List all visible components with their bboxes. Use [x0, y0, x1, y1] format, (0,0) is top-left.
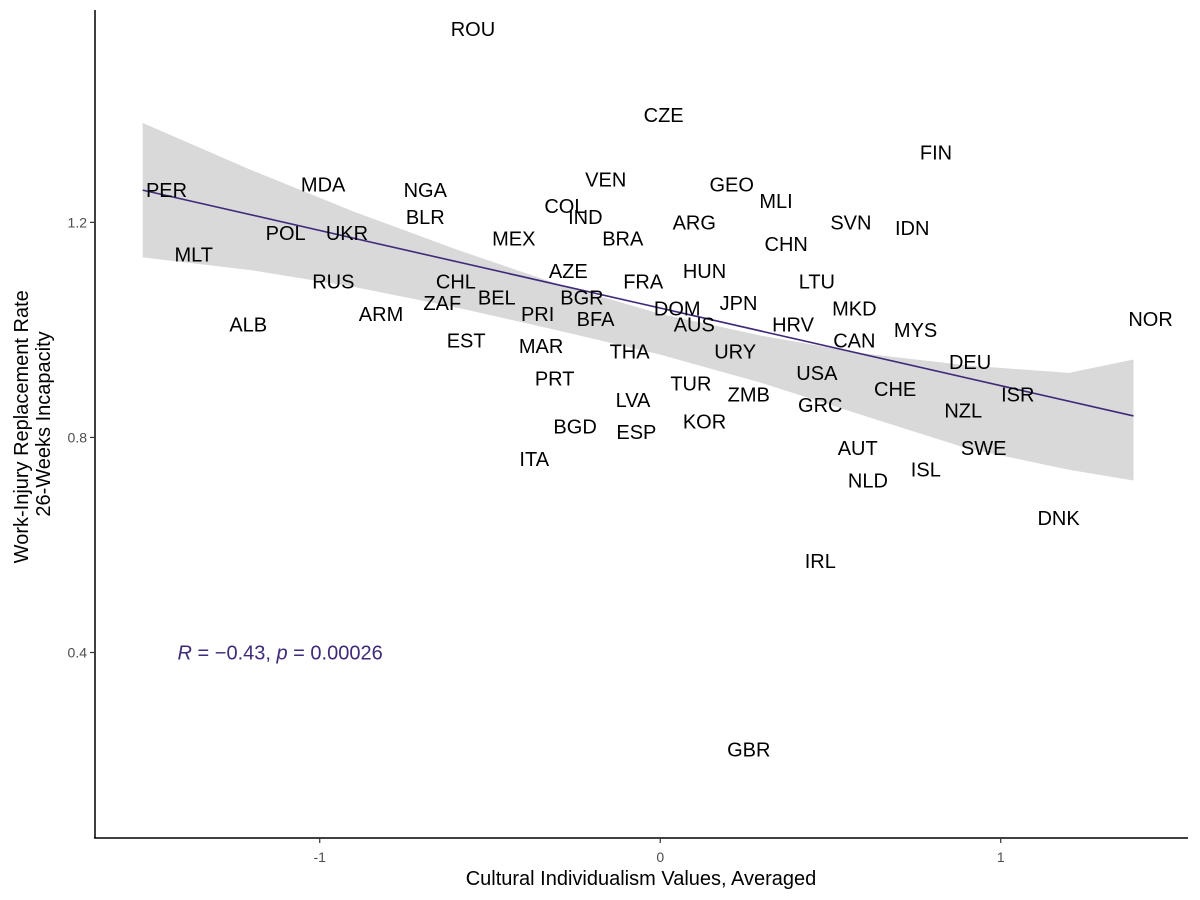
- regression-line: [142, 189, 1134, 417]
- point-label-zaf: ZAF: [423, 293, 461, 315]
- p-symbol: p: [275, 643, 287, 665]
- point-label-aze: AZE: [549, 261, 588, 283]
- r-symbol: R: [178, 643, 192, 665]
- point-label-cze: CZE: [644, 105, 684, 127]
- point-label-can: CAN: [833, 331, 875, 353]
- point-label-isl: ISL: [911, 460, 941, 482]
- point-label-tha: THA: [610, 341, 651, 363]
- point-label-ukr: UKR: [326, 223, 368, 245]
- point-label-bel: BEL: [478, 288, 516, 310]
- point-label-mkd: MKD: [832, 298, 876, 320]
- point-label-pri: PRI: [521, 304, 554, 326]
- point-label-ven: VEN: [585, 169, 626, 191]
- point-label-grc: GRC: [798, 395, 842, 417]
- point-label-dom: DOM: [654, 298, 701, 320]
- x-axis-title: Cultural Individualism Values, Averaged: [466, 868, 817, 890]
- regression-line-layer: [142, 189, 1134, 417]
- point-label-dnk: DNK: [1037, 508, 1080, 530]
- point-label-bgr: BGR: [560, 288, 603, 310]
- point-label-mli: MLI: [759, 191, 792, 213]
- y-tick-label: 0.8: [68, 429, 88, 445]
- point-label-tur: TUR: [670, 374, 711, 396]
- x-ticks: -1 0 1: [314, 838, 1005, 865]
- correlation-annotation: R = −0.43, p = 0.00026: [178, 643, 383, 665]
- p-value: = 0.00026: [288, 643, 383, 665]
- point-label-idn: IDN: [895, 218, 929, 240]
- y-tick-label: 0.4: [68, 645, 88, 661]
- point-label-nzl: NZL: [944, 401, 982, 423]
- point-label-mys: MYS: [894, 320, 937, 342]
- point-label-aus: AUS: [674, 315, 715, 337]
- y-axis-title-line-2: 26-Weeks Incapacity: [33, 331, 55, 516]
- point-label-deu: DEU: [949, 352, 991, 374]
- r-value: = −0.43,: [192, 643, 277, 665]
- point-label-arm: ARM: [359, 304, 403, 326]
- point-label-che: CHE: [874, 379, 916, 401]
- point-label-svn: SVN: [830, 212, 871, 234]
- x-tick-label: 1: [997, 849, 1005, 865]
- point-label-hun: HUN: [683, 261, 726, 283]
- point-label-per: PER: [146, 180, 187, 202]
- x-tick-label: 0: [656, 849, 664, 865]
- point-label-arg: ARG: [673, 212, 716, 234]
- point-label-zmb: ZMB: [728, 384, 770, 406]
- point-label-irl: IRL: [805, 551, 836, 573]
- point-label-hrv: HRV: [772, 315, 815, 337]
- confidence-band-layer: [142, 122, 1134, 481]
- point-label-pol: POL: [266, 223, 306, 245]
- point-label-nor: NOR: [1128, 309, 1172, 331]
- point-label-ind: IND: [568, 207, 602, 229]
- point-label-col: COL: [544, 196, 585, 218]
- point-label-alb: ALB: [229, 315, 267, 337]
- point-label-mar: MAR: [519, 336, 563, 358]
- point-label-mlt: MLT: [174, 245, 213, 267]
- point-label-usa: USA: [796, 363, 838, 385]
- confidence-band: [142, 122, 1134, 481]
- point-label-bgd: BGD: [553, 417, 596, 439]
- point-label-chl: CHL: [436, 272, 476, 294]
- point-label-ltu: LTU: [799, 272, 835, 294]
- y-axis-title-line-1: Work-Injury Replacement Rate: [11, 290, 33, 563]
- y-tick-label: 1.2: [68, 214, 88, 230]
- point-label-nld: NLD: [848, 470, 888, 492]
- point-label-swe: SWE: [961, 438, 1007, 460]
- point-label-lva: LVA: [616, 390, 651, 412]
- point-label-jpn: JPN: [720, 293, 758, 315]
- y-ticks: 0.4 0.8 1.2: [68, 214, 95, 661]
- point-label-chn: CHN: [765, 234, 808, 256]
- point-label-est: EST: [447, 331, 486, 353]
- point-label-ita: ITA: [519, 449, 549, 471]
- point-label-mex: MEX: [492, 229, 535, 251]
- point-label-isr: ISR: [1001, 384, 1034, 406]
- point-label-kor: KOR: [683, 411, 726, 433]
- point-label-ury: URY: [714, 341, 756, 363]
- point-label-blr: BLR: [406, 207, 445, 229]
- point-label-rus: RUS: [312, 272, 354, 294]
- point-label-prt: PRT: [535, 368, 575, 390]
- point-label-geo: GEO: [710, 175, 754, 197]
- y-axis-title: Work-Injury Replacement Rate 26-Weeks In…: [11, 285, 55, 564]
- point-label-aut: AUT: [838, 438, 878, 460]
- x-tick-label: -1: [314, 849, 327, 865]
- point-label-bra: BRA: [602, 229, 644, 251]
- point-label-nga: NGA: [404, 180, 448, 202]
- point-label-mda: MDA: [301, 175, 346, 197]
- point-label-gbr: GBR: [727, 739, 770, 761]
- point-label-bfa: BFA: [577, 309, 615, 331]
- point-label-rou: ROU: [451, 19, 495, 41]
- point-label-fra: FRA: [623, 272, 664, 294]
- point-label-fin: FIN: [920, 142, 952, 164]
- point-label-esp: ESP: [616, 422, 656, 444]
